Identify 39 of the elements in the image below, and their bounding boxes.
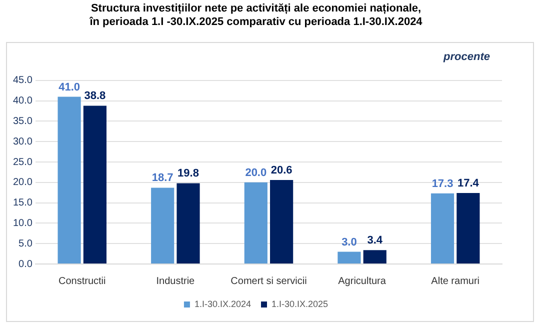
legend-label: 1.I-30.IX.2024 [194, 298, 252, 309]
text: procente [442, 51, 490, 64]
y-tick-label: 10.0 [12, 218, 33, 229]
bar [270, 180, 294, 264]
x-tick-label: Comert si servicii [230, 276, 307, 287]
bar [176, 183, 200, 264]
y-tick-label: 0.0 [18, 258, 33, 270]
data-label: 41.0 [58, 81, 80, 94]
chart-title: Structura investițiilor nete pe activități ale economiei naționale, în perioada 1.I -30.IX.2025 comparativ cu perioada 1.I-30.IX.2024 [88, 2, 424, 28]
data-label: 3.0 [342, 236, 357, 248]
bar [244, 182, 268, 264]
data-label: 18.7 [152, 172, 174, 184]
x-tick-label: Industrie [156, 276, 196, 287]
x-tick-label: Alte ramuri [431, 276, 480, 287]
x-tick-label: Constructii [58, 276, 106, 287]
y-tick-label: 30.0 [12, 136, 33, 148]
y-tick-label: 45.0 [12, 75, 33, 86]
data-label: 20.0 [245, 166, 267, 179]
data-label: 3.4 [367, 234, 384, 247]
bar [363, 250, 386, 264]
bar [456, 193, 480, 264]
legend-label: 1.I-30.IX.2025 [272, 298, 328, 309]
data-label: 17.4 [457, 178, 480, 190]
y-tick-label: 35.0 [12, 116, 33, 127]
y-tick-label: 40.0 [12, 96, 33, 107]
bar [83, 106, 106, 264]
bar [430, 193, 454, 264]
data-label: 17.3 [432, 178, 454, 190]
data-label: 38.8 [84, 90, 106, 102]
x-tick-label: Agricultura [338, 276, 386, 287]
y-tick-label: 20.0 [12, 177, 33, 188]
y-tick-label: 5.0 [18, 238, 33, 250]
bar [151, 188, 174, 264]
bar [58, 96, 81, 264]
data-label: 19.8 [178, 168, 199, 180]
y-tick-label: 15.0 [12, 198, 33, 209]
y-tick-label: 25.0 [12, 156, 33, 168]
data-label: 20.6 [270, 164, 292, 176]
bar [338, 252, 361, 264]
